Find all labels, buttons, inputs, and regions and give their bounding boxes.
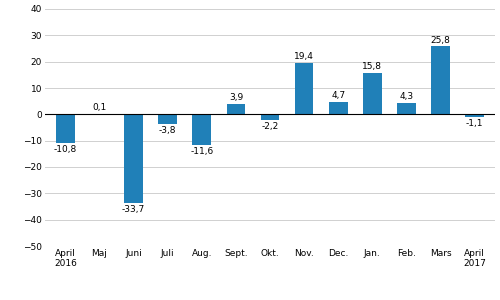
Bar — [329, 102, 347, 114]
Bar — [226, 104, 246, 114]
Text: 15,8: 15,8 — [362, 62, 382, 71]
Text: 4,3: 4,3 — [400, 92, 413, 101]
Bar — [465, 114, 484, 117]
Bar — [192, 114, 211, 145]
Text: -2,2: -2,2 — [262, 122, 278, 131]
Bar — [124, 114, 143, 203]
Bar — [431, 46, 450, 114]
Text: -11,6: -11,6 — [190, 147, 214, 156]
Text: -10,8: -10,8 — [54, 145, 77, 154]
Text: 4,7: 4,7 — [331, 91, 345, 100]
Bar — [397, 103, 415, 114]
Text: 0,1: 0,1 — [92, 103, 106, 112]
Text: 19,4: 19,4 — [294, 52, 314, 62]
Text: -3,8: -3,8 — [159, 126, 176, 135]
Text: -1,1: -1,1 — [466, 119, 483, 128]
Bar — [363, 73, 382, 114]
Text: -33,7: -33,7 — [122, 205, 146, 214]
Bar — [56, 114, 75, 143]
Bar — [294, 63, 314, 114]
Text: 3,9: 3,9 — [229, 93, 243, 102]
Text: 25,8: 25,8 — [430, 35, 450, 44]
Bar — [158, 114, 177, 124]
Bar — [260, 114, 280, 120]
